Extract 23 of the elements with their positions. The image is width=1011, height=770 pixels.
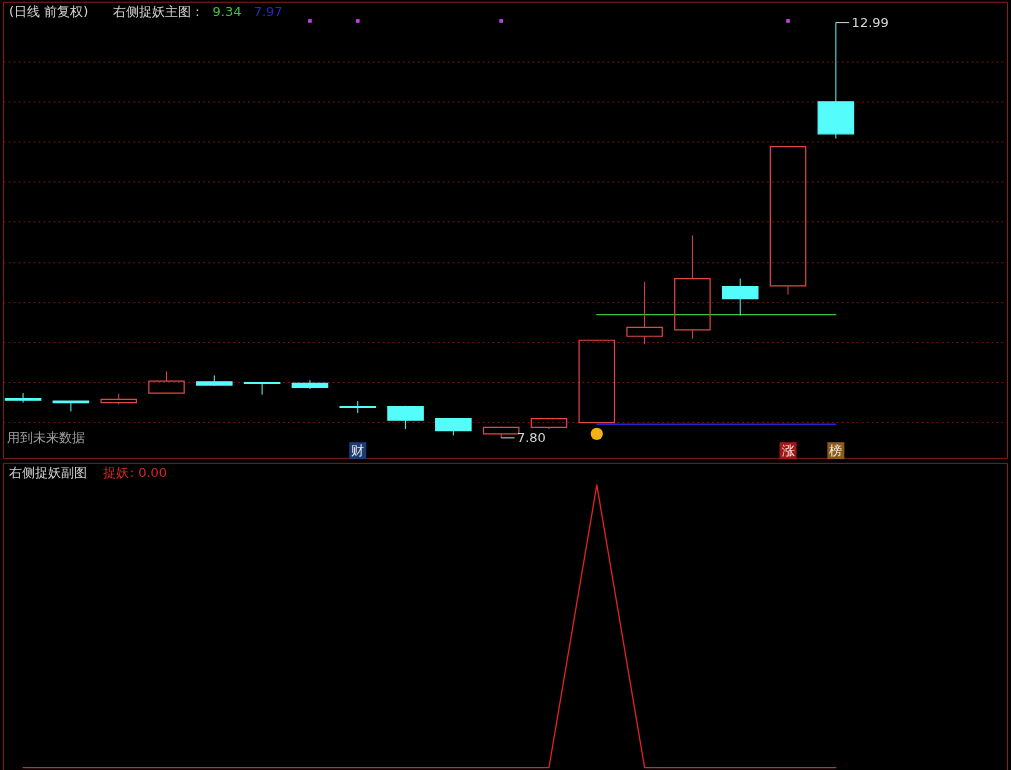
- candlestick: [817, 22, 855, 140]
- candlestick: [291, 379, 329, 390]
- annotation: 7.80: [516, 429, 546, 445]
- chart-subtitle: 右侧捉妖主图 :: [113, 3, 200, 19]
- candlestick: [4, 392, 42, 404]
- candlestick: [674, 234, 711, 340]
- candlestick: [530, 418, 568, 430]
- data-label: 涨: [781, 442, 795, 458]
- annotation: 7.97: [253, 3, 283, 19]
- data-label: 财: [351, 442, 365, 458]
- candlestick: [578, 339, 616, 424]
- chart-title: 右侧捉妖副图: [8, 464, 87, 480]
- data-label: 榜: [829, 442, 843, 458]
- candlestick: [769, 145, 807, 296]
- annotation: 12.99: [851, 14, 889, 30]
- candlestick: [148, 370, 185, 394]
- text: : 0.00: [129, 464, 168, 480]
- candlestick: [243, 382, 281, 396]
- annotation: 9.34: [212, 3, 242, 19]
- chart-title: (日线 前复权): [8, 3, 89, 19]
- text: 捉妖: [102, 464, 129, 480]
- candlestick: [52, 400, 90, 412]
- annotation: 用到未来数据: [6, 429, 85, 445]
